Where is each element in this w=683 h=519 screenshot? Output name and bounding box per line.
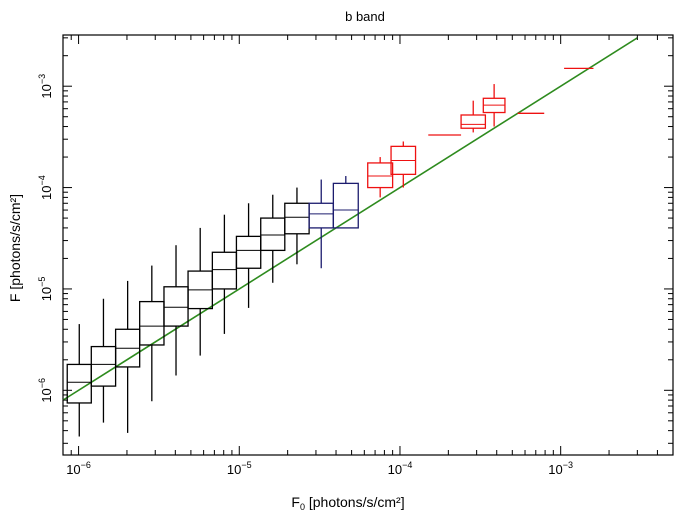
series-0-point-7 [235, 203, 262, 308]
series-2-point-1 [390, 141, 417, 188]
y-tick-label-2: 10−4 [37, 175, 54, 200]
series-1-point-0-box [308, 202, 335, 229]
series-1 [308, 176, 359, 269]
series-0-point-9 [284, 187, 310, 265]
y-axis: 10−6 10−5 10−4 10−3 [37, 37, 673, 444]
series-0-point-4 [163, 245, 189, 376]
series-1-point-0 [308, 179, 335, 269]
series-0 [66, 187, 310, 437]
series-0-point-4-box [163, 286, 189, 327]
chart-title: b band [345, 9, 385, 24]
series-0-point-9-box [284, 202, 310, 235]
x-tick-label-0: 10−6 [66, 460, 91, 477]
series-0-point-6-box [211, 251, 238, 290]
series-2-point-2-box [460, 114, 487, 129]
plot-area [62, 34, 674, 456]
series-0-point-1 [90, 298, 117, 423]
x-axis-label: F0 [photons/s/cm²] [291, 494, 404, 512]
series-2-point-2 [460, 100, 487, 133]
series-0-point-6 [211, 214, 238, 334]
series-0-point-8-box [260, 217, 286, 252]
x-axis: 10−6 10−5 10−4 10−3 [62, 35, 674, 477]
data-marks [62, 37, 638, 437]
series-2-point-3 [482, 84, 506, 127]
reference-line [62, 37, 638, 401]
series-1-point-1-box [332, 182, 359, 229]
series-2 [367, 84, 506, 198]
y-tick-label-0: 10−6 [37, 378, 54, 403]
x-tick-label-3: 10−3 [548, 460, 573, 477]
y-axis-label: F [photons/s/cm²] [7, 194, 23, 302]
plot-frame [62, 34, 674, 456]
x-tick-label-2: 10−4 [388, 460, 413, 477]
series-0-point-2 [114, 280, 141, 433]
y-tick-label-1: 10−5 [37, 277, 54, 302]
series-0-point-7-box [235, 235, 262, 269]
series-2-point-0-box [367, 162, 394, 189]
series-3 [428, 67, 594, 136]
series-1-point-1 [332, 176, 359, 229]
series-0-point-0 [66, 324, 92, 437]
series-0-point-3 [139, 265, 165, 402]
x-tick-label-1: 10−5 [227, 460, 252, 477]
y-tick-label-3: 10−3 [37, 74, 54, 99]
series-2-point-0 [367, 157, 394, 198]
series-0-point-5 [187, 227, 214, 356]
series-0-point-8 [260, 194, 286, 283]
